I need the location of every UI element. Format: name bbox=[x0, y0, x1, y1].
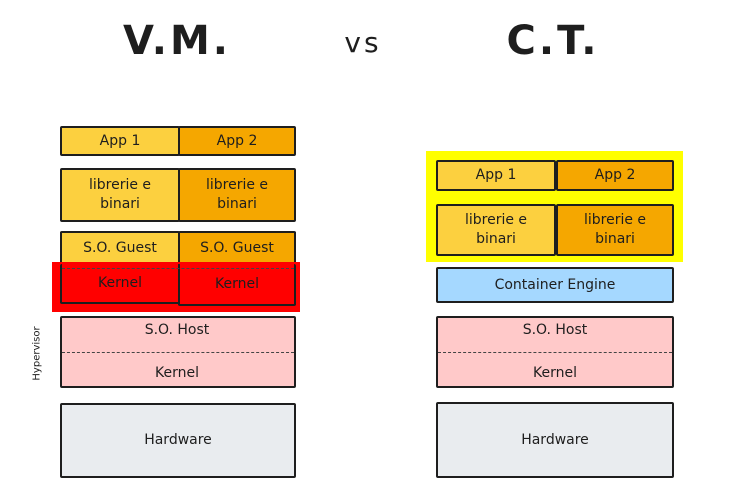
vm-hardware: Hardware bbox=[60, 403, 296, 478]
ct-host-kernel: Kernel bbox=[533, 365, 577, 381]
ct-app2: App 2 bbox=[556, 160, 674, 191]
vm-host-kernel: Kernel bbox=[155, 365, 199, 381]
hypervisor-label: Hypervisor bbox=[31, 326, 43, 381]
vm-title: V.M. bbox=[123, 18, 231, 64]
guest-divider bbox=[62, 268, 294, 269]
host-divider bbox=[62, 352, 294, 353]
ct-lib2: librerie e binari bbox=[556, 204, 674, 256]
vm-kernel1: Kernel bbox=[60, 264, 180, 304]
vm-app1: App 1 bbox=[60, 126, 180, 156]
ct-lib1: librerie e binari bbox=[436, 204, 556, 256]
ct-host-divider bbox=[438, 352, 672, 353]
ct-title: C.T. bbox=[506, 18, 600, 64]
vm-lib2: librerie e binari bbox=[178, 168, 296, 222]
vm-host: S.O. Host bbox=[144, 322, 210, 338]
vs-label: vs bbox=[344, 26, 382, 59]
vm-guest2: S.O. Guest bbox=[178, 231, 296, 264]
vm-guest1: S.O. Guest bbox=[60, 231, 180, 264]
vm-app2: App 2 bbox=[178, 126, 296, 156]
vm-lib1: librerie e binari bbox=[60, 168, 180, 222]
ct-engine: Container Engine bbox=[436, 267, 674, 303]
ct-host: S.O. Host bbox=[522, 322, 588, 338]
ct-hardware: Hardware bbox=[436, 402, 674, 478]
ct-app1: App 1 bbox=[436, 160, 556, 191]
vm-kernel2: Kernel bbox=[178, 264, 296, 306]
